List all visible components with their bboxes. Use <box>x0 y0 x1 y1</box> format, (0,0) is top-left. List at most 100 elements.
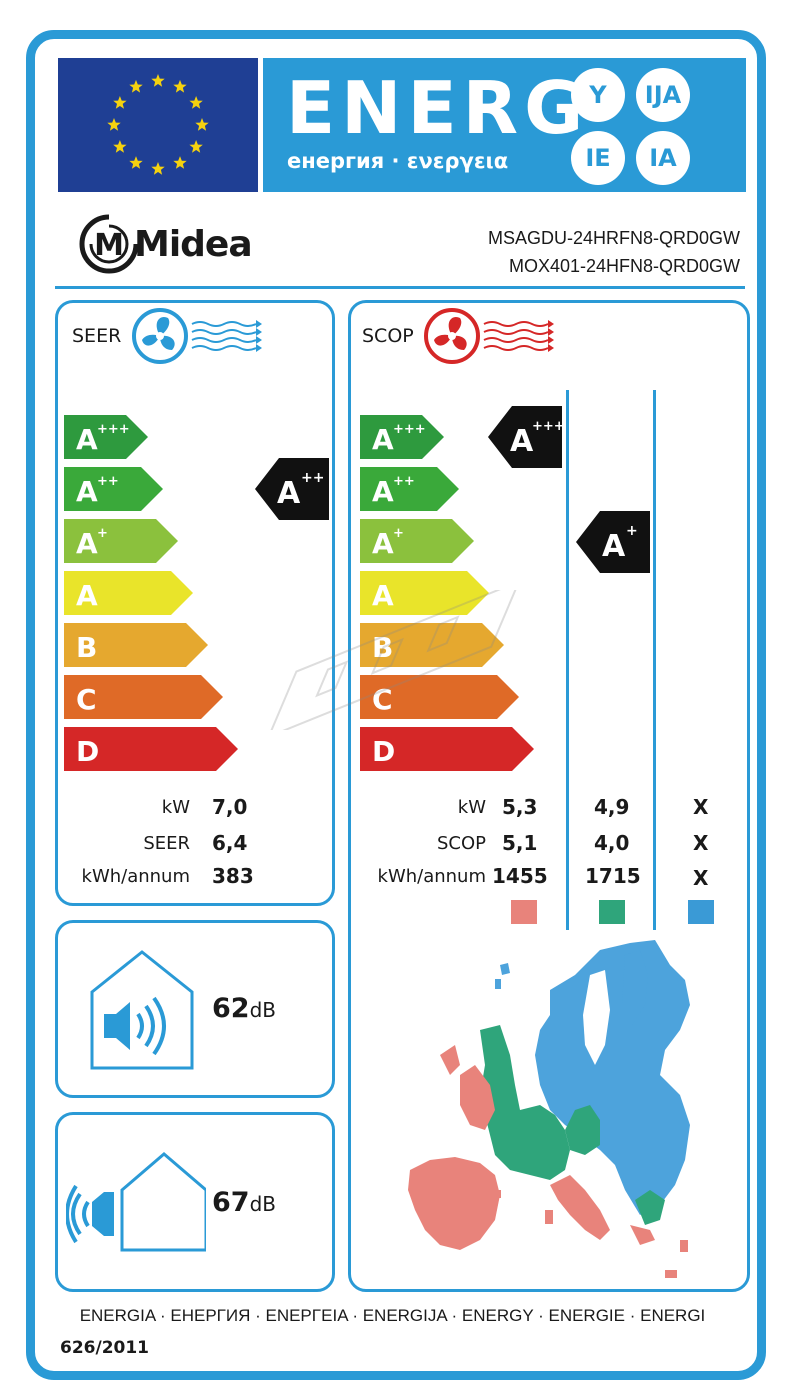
seer-class-arrow: B <box>64 623 208 667</box>
indoor-model: MSAGDU-24HRFN8-QRD0GW <box>487 228 740 248</box>
footer-languages: ENERGIA · ЕНЕРГИЯ · ΕΝΕΡΓΕΙΑ · ENERGIJA … <box>79 1306 706 1325</box>
scop-class-arrow: A <box>360 571 489 615</box>
outdoor-noise-unit: dB <box>249 1192 276 1216</box>
scop-class-arrow: C <box>360 675 519 719</box>
scop-class-plus: + <box>393 526 404 541</box>
regulation-number: 626/2011 <box>60 1338 150 1358</box>
seer-class-letter: A <box>76 423 98 456</box>
seer-rating-letter: A <box>277 476 301 511</box>
outdoor-noise-readout: 67dB <box>212 1187 276 1218</box>
europe-climate-map <box>408 940 690 1278</box>
seer-class-arrow: A + <box>64 519 178 563</box>
seer-class-arrow: A +++ <box>64 415 148 459</box>
seer-class-plus: + <box>97 526 108 541</box>
seer-index-label: SEER <box>143 833 190 854</box>
cold-climate-swatch <box>688 900 714 924</box>
seer-class-arrow: D <box>64 727 238 771</box>
eu-star-icon <box>189 140 203 153</box>
scop-class-arrow: A ++ <box>360 467 459 511</box>
scop-cold-kw: X <box>693 795 709 819</box>
warm-climate-swatch <box>511 900 537 924</box>
scop-class-letter: A <box>372 475 394 508</box>
seer-class-plus: +++ <box>97 422 130 437</box>
scop-column-divider <box>653 390 656 930</box>
eu-star-icon <box>189 96 203 109</box>
scop-class-letter: A <box>372 423 394 456</box>
brand-name: Midea <box>134 223 253 265</box>
scop-warm-index: 5,1 <box>502 831 538 855</box>
seer-kw-label: kW <box>161 797 190 818</box>
seer-class-plus: ++ <box>97 474 119 489</box>
suffix-badge: IE <box>571 131 625 185</box>
scop-annual-label: kWh/annum <box>377 866 486 887</box>
scop-average-rating-arrow: A + <box>576 511 650 573</box>
energy-title: ENERG <box>286 66 590 150</box>
seer-annual-value: 383 <box>212 864 254 888</box>
scop-average-rating-plus: + <box>626 523 638 539</box>
cooling-fan-icon <box>132 308 262 364</box>
scop-average-index: 4,0 <box>594 831 630 855</box>
seer-class-letter: D <box>76 735 99 768</box>
scop-class-letter: B <box>372 631 393 664</box>
header-separator <box>55 286 745 289</box>
scop-average-rating-letter: A <box>602 529 626 564</box>
seer-class-letter: A <box>76 527 98 560</box>
seer-class-arrow: A ++ <box>64 467 163 511</box>
indoor-noise-house-icon <box>90 950 194 1070</box>
eu-flag <box>58 58 258 192</box>
scop-cold-index: X <box>693 831 709 855</box>
outdoor-noise-house-icon <box>66 1152 206 1252</box>
seer-class-arrow: C <box>64 675 223 719</box>
scop-class-arrow: A +++ <box>360 415 444 459</box>
eu-star-icon <box>173 156 187 169</box>
scop-title: SCOP <box>362 325 414 347</box>
scop-average-annual: 1715 <box>585 864 641 888</box>
scop-warm-kw: 5,3 <box>502 795 538 819</box>
scop-class-arrow: D <box>360 727 534 771</box>
scop-class-arrow: B <box>360 623 504 667</box>
scop-index-label: SCOP <box>436 833 486 854</box>
scop-average-kw: 4,9 <box>594 795 630 819</box>
eu-star-icon <box>113 96 127 109</box>
eu-star-icon <box>151 162 165 175</box>
eu-star-icon <box>151 74 165 87</box>
eu-star-icon <box>195 118 209 131</box>
scop-class-plus: ++ <box>393 474 415 489</box>
seer-annual-label: kWh/annum <box>81 866 190 887</box>
midea-swirl-icon: M <box>79 214 139 274</box>
scop-warm-rating-arrow: A +++ <box>488 406 562 468</box>
scop-warm-rating-plus: +++ <box>532 419 562 434</box>
seer-class-letter: C <box>76 683 97 716</box>
indoor-noise-readout: 62dB <box>212 993 276 1024</box>
eu-star-icon <box>107 118 121 131</box>
scop-class-letter: D <box>372 735 395 768</box>
seer-kw-value: 7,0 <box>212 795 248 819</box>
seer-class-letter: A <box>76 579 98 612</box>
eu-star-icon <box>113 140 127 153</box>
indoor-noise-value: 62 <box>212 993 250 1024</box>
seer-class-letter: A <box>76 475 98 508</box>
scop-cold-annual: X <box>693 866 709 890</box>
brand-initial: M <box>94 228 124 263</box>
outdoor-noise-value: 67 <box>212 1187 250 1218</box>
eu-stars-icon <box>107 74 209 175</box>
indoor-noise-unit: dB <box>249 998 276 1022</box>
scop-kw-label: kW <box>457 797 486 818</box>
seer-class-letter: B <box>76 631 97 664</box>
scop-class-arrow: A + <box>360 519 474 563</box>
energy-subtitle: енергия · ενεργεια <box>287 149 509 173</box>
average-climate-swatch <box>599 900 625 924</box>
scop-warm-rating-letter: A <box>510 424 534 459</box>
eu-star-icon <box>129 156 143 169</box>
scop-class-letter: A <box>372 579 394 612</box>
suffix-badge: Y <box>571 68 625 122</box>
heating-fan-icon <box>424 308 554 364</box>
seer-rating-arrow: A ++ <box>255 458 329 520</box>
seer-title: SEER <box>72 325 122 347</box>
scop-column-divider <box>566 390 569 930</box>
outdoor-model: MOX401-24HFN8-QRD0GW <box>508 256 740 276</box>
seer-rating-plus: ++ <box>301 470 324 486</box>
suffix-badge: IJA <box>636 68 690 122</box>
eu-star-icon <box>173 79 187 93</box>
seer-index-value: 6,4 <box>212 831 248 855</box>
